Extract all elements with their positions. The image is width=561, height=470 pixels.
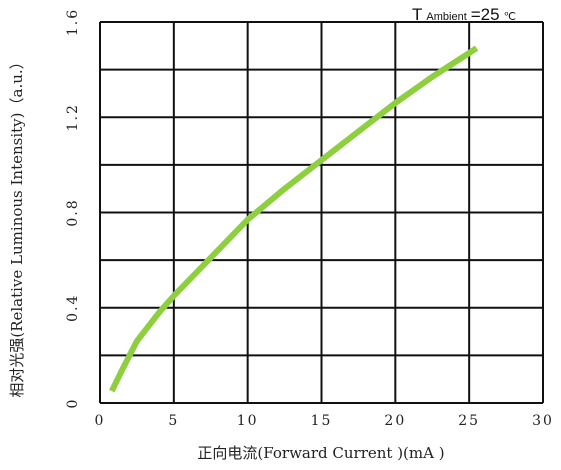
- ambient-temperature-annotation: T Ambient =25 ℃: [412, 5, 516, 24]
- x-tick-label: 30: [532, 413, 554, 429]
- y-tick-label: 0: [65, 398, 81, 409]
- x-tick-label: 10: [237, 413, 259, 429]
- x-tick-label: 0: [95, 413, 106, 429]
- y-tick-labels: 0 0.4 0.8 1.2 1.6: [65, 8, 81, 409]
- annotation-unit: ℃: [504, 11, 516, 23]
- x-tick-label: 5: [168, 413, 179, 429]
- y-tick-label: 0.8: [65, 198, 81, 226]
- series-layer: [109, 45, 479, 393]
- y-tick-label: 0.4: [65, 294, 81, 322]
- y-tick-label: 1.2: [65, 103, 81, 131]
- y-axis-label: 相对光强(Relative Luminous Intensity)（a.u.）: [8, 54, 26, 397]
- y-tick-label: 1.6: [65, 8, 81, 36]
- annotation-value: =25: [471, 5, 500, 24]
- x-tick-label: 15: [311, 413, 333, 429]
- annotation-prefix: T: [412, 5, 422, 24]
- x-tick-labels: 0 5 10 15 20 25 30: [95, 413, 554, 429]
- grid: [99, 21, 544, 404]
- x-axis-label: 正向电流(Forward Current )(mA ): [197, 444, 444, 462]
- x-tick-label: 20: [384, 413, 406, 429]
- series-line: [109, 45, 479, 393]
- x-tick-label: 25: [458, 413, 480, 429]
- annotation-subscript: Ambient: [426, 11, 466, 23]
